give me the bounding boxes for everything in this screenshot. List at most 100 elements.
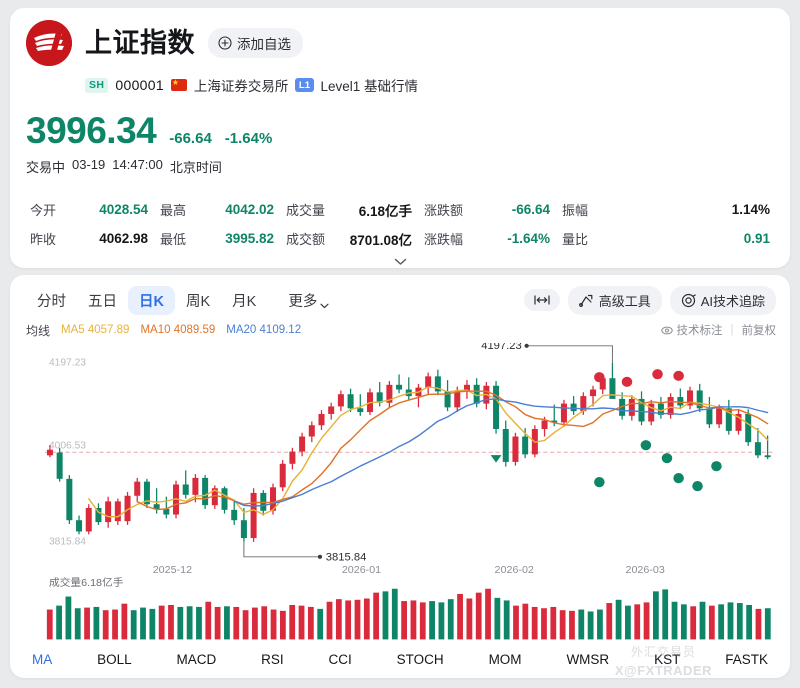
ma20-legend: MA20 4109.12 — [226, 324, 301, 336]
svg-text:2026-03: 2026-03 — [625, 564, 664, 576]
china-flag-icon — [170, 77, 187, 91]
price-change: -66.64 — [169, 130, 212, 147]
header-title-row: 上证指数 添加自选 — [26, 20, 774, 66]
tab-monthly-k[interactable]: 月K — [232, 293, 257, 310]
stat-value: 4028.54 — [99, 202, 148, 218]
svg-text:2026-02: 2026-02 — [495, 564, 534, 576]
indicator-tab-macd[interactable]: MACD — [176, 652, 217, 667]
stat-value: 8701.08亿 — [349, 232, 412, 248]
ma-legend-label: 均线 — [26, 323, 51, 338]
stat-label: 涨跌幅 — [424, 232, 464, 248]
svg-text:3815.84: 3815.84 — [49, 537, 86, 548]
stat-value: 3995.82 — [225, 231, 274, 247]
ma10-legend: MA10 4089.59 — [140, 324, 215, 336]
ma10-name: MA10 — [140, 324, 171, 337]
stat-label: 昨收 — [30, 232, 57, 248]
stock-code: 000001 — [115, 77, 164, 93]
svg-text:2026-01: 2026-01 — [342, 564, 381, 576]
ai-tracking-button[interactable]: AI技术追踪 — [669, 285, 776, 315]
stat-value: 0.91 — [743, 231, 770, 247]
stat-value: 6.18亿手 — [358, 203, 412, 219]
page-title: 上证指数 — [85, 27, 195, 58]
tab-more[interactable]: 更多 — [277, 286, 340, 315]
tab-more-label: 更多 — [288, 293, 318, 310]
indicator-tab-wmsr[interactable]: WMSR — [566, 652, 610, 667]
indicator-tab-ma[interactable]: MA — [32, 652, 53, 667]
chart-toolbar: 高级工具 AI技术追踪 — [523, 285, 776, 315]
ma5-legend: MA5 4057.89 — [61, 324, 129, 336]
stat-label: 最高 — [160, 203, 187, 219]
stock-meta-row: SH 000001 上海证券交易所 L1 Level1 基础行情 — [85, 75, 774, 95]
stats-grid: 今开 4028.54 最高 4042.02 成交量 6.18亿手 涨跌额 -66… — [30, 200, 770, 249]
stock-header: 上证指数 添加自选 SH 000001 上海证券交易所 L1 Level1 基础… — [10, 8, 790, 106]
exchange-badge: SH — [85, 77, 109, 93]
advanced-tools-icon — [578, 293, 594, 308]
chart-options: 技术标注 | 前复权 — [660, 322, 777, 338]
stat-value: -1.64% — [507, 231, 550, 247]
advanced-tools-label: 高级工具 — [598, 293, 651, 309]
plus-circle-icon — [218, 36, 232, 50]
tab-daily-k[interactable]: 日K — [128, 285, 175, 315]
sse-logo-icon — [26, 20, 72, 66]
expand-stats-button[interactable] — [30, 249, 770, 266]
indicator-tab-kst[interactable]: KST — [654, 652, 681, 667]
indicator-tab-boll[interactable]: BOLL — [97, 652, 132, 667]
indicator-tab-mom[interactable]: MOM — [488, 652, 522, 667]
candlestick-plot[interactable]: 4197.23 4006.53 3815.84 4197.23 3815.84 2025-… — [10, 343, 790, 643]
stat-label: 最低 — [160, 232, 187, 248]
current-price: 3996.34 — [26, 110, 157, 151]
indicator-tabs: MA BOLL MACD RSI CCI STOCH MOM WMSR KST … — [10, 643, 790, 678]
price-change-percent: -1.64% — [224, 130, 273, 147]
exchange-name: 上海证券交易所 — [193, 79, 289, 94]
ai-tracking-label: AI技术追踪 — [700, 293, 765, 309]
svg-text:4197.23: 4197.23 — [481, 343, 522, 352]
expand-horizontal-icon — [533, 294, 551, 306]
stat-value: 4042.02 — [225, 202, 274, 218]
ma-legend: 均线 MA5 4057.89 MA10 4089.59 MA20 4109.12… — [10, 315, 790, 342]
price-row: 3996.34 -66.64 -1.64% — [26, 110, 774, 151]
tab-minute[interactable]: 分时 — [37, 293, 66, 310]
technical-annotation-label: 技术标注 — [676, 325, 723, 338]
stat-label: 振幅 — [562, 203, 589, 219]
market-status-row: 交易中 03-19 14:47:00 北京时间 — [26, 157, 774, 176]
add-favorite-button[interactable]: 添加自选 — [208, 28, 303, 58]
svg-text:4197.23: 4197.23 — [49, 357, 86, 368]
indicator-tab-stoch[interactable]: STOCH — [396, 652, 444, 667]
chart-svg: 4197.23 4006.53 3815.84 4197.23 3815.84 2025-… — [45, 343, 773, 640]
indicator-tab-fastk[interactable]: FASTK — [725, 652, 768, 667]
stat-label: 量比 — [562, 232, 589, 248]
tab-five-day[interactable]: 五日 — [88, 293, 117, 310]
svg-text:3815.84: 3815.84 — [326, 552, 367, 564]
add-favorite-label: 添加自选 — [237, 37, 291, 52]
price-block: 3996.34 -66.64 -1.64% 交易中 03-19 14:47:00… — [10, 106, 790, 189]
quote-time: 14:47:00 — [112, 156, 163, 172]
quote-card: 上证指数 添加自选 SH 000001 上海证券交易所 L1 Level1 基础… — [10, 8, 790, 268]
indicator-tab-cci[interactable]: CCI — [328, 652, 352, 667]
tab-weekly-k[interactable]: 周K — [185, 293, 211, 310]
indicator-tab-rsi[interactable]: RSI — [261, 652, 284, 667]
advanced-tools-button[interactable]: 高级工具 — [567, 285, 662, 315]
quote-date: 03-19 — [72, 156, 106, 172]
adjust-mode-button[interactable]: 前复权 — [741, 325, 777, 338]
stat-value: -66.64 — [511, 202, 550, 218]
svg-text:2025-12: 2025-12 — [153, 564, 192, 576]
stat-value: 1.14% — [731, 202, 770, 218]
stat-value: 4062.98 — [99, 231, 148, 247]
level-text: Level1 基础行情 — [320, 79, 419, 94]
chart-period-tabs: 分时 五日 日K 周K 月K 更多 — [10, 284, 790, 315]
ma5-name: MA5 — [61, 324, 85, 337]
chart-card: 分时 五日 日K 周K 月K 更多 — [10, 274, 790, 678]
divider: | — [730, 324, 734, 337]
chevron-down-icon — [394, 253, 407, 265]
stats-panel: 今开 4028.54 最高 4042.02 成交量 6.18亿手 涨跌额 -66… — [16, 189, 784, 268]
svg-text:成交量6.18亿手: 成交量6.18亿手 — [49, 576, 124, 589]
stat-label: 今开 — [30, 203, 57, 219]
technical-annotation-button[interactable]: 技术标注 — [660, 322, 723, 338]
fullscreen-button[interactable] — [523, 289, 560, 312]
svg-text:4006.53: 4006.53 — [49, 441, 86, 452]
ma5-value: 4057.89 — [87, 324, 130, 337]
eye-icon — [660, 326, 673, 335]
ma20-value: 4109.12 — [259, 324, 302, 337]
market-status: 交易中 — [26, 159, 66, 175]
